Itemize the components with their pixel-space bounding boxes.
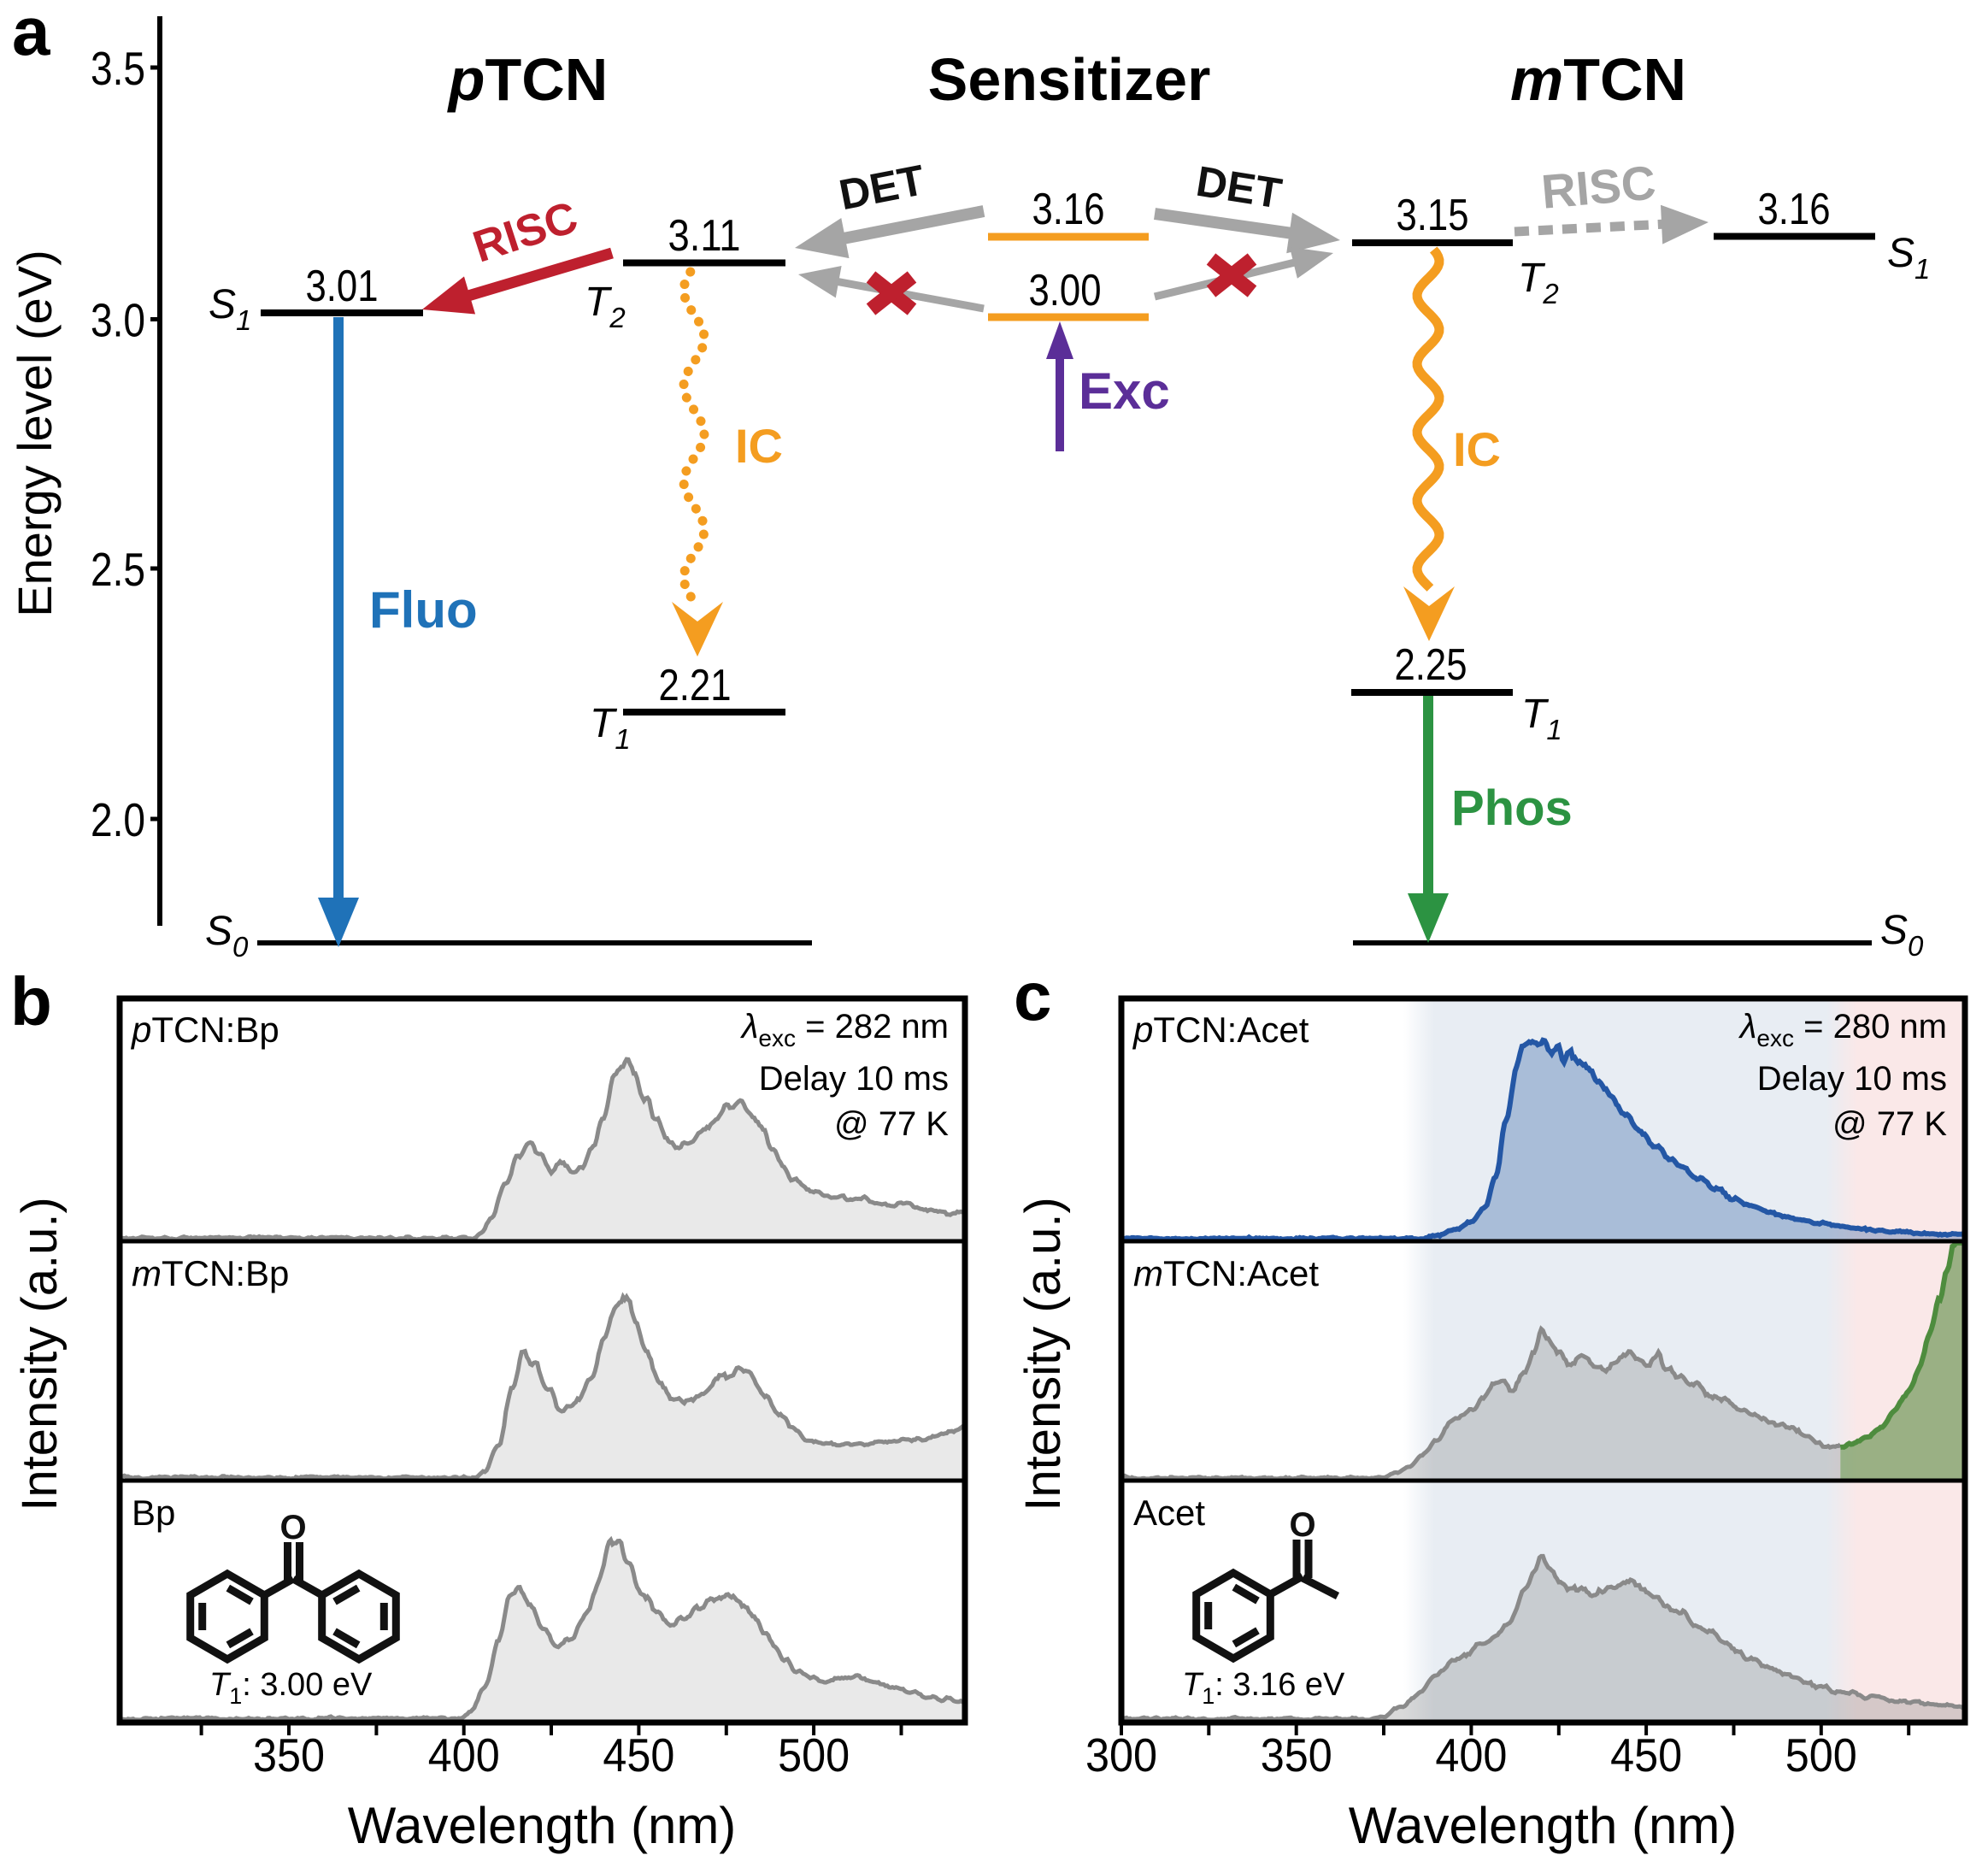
svg-text:b: b <box>10 963 52 1039</box>
svg-text:2.21: 2.21 <box>659 661 732 710</box>
svg-text:pTCN: pTCN <box>447 46 609 113</box>
svg-text:IC: IC <box>735 419 783 473</box>
svg-text:2.0: 2.0 <box>91 793 145 846</box>
svg-text:3.16: 3.16 <box>1758 185 1831 234</box>
svg-text:T1: 3.16 eV: T1: 3.16 eV <box>1182 1667 1345 1709</box>
svg-text:450: 450 <box>1610 1728 1682 1781</box>
svg-text:3.5: 3.5 <box>91 42 145 95</box>
svg-text:RISC: RISC <box>1539 155 1658 218</box>
svg-text:mTCN:Acet: mTCN:Acet <box>1133 1253 1319 1293</box>
svg-text:T1: 3.00 eV: T1: 3.00 eV <box>209 1667 373 1709</box>
svg-text:pTCN:Bp: pTCN:Bp <box>130 1010 279 1050</box>
svg-text:3.11: 3.11 <box>668 211 741 261</box>
svg-text:2.5: 2.5 <box>91 543 145 596</box>
svg-text:Bp: Bp <box>132 1493 175 1533</box>
svg-text:a: a <box>12 0 50 69</box>
svg-text:Phos: Phos <box>1451 780 1573 836</box>
svg-text:Acet: Acet <box>1133 1493 1205 1533</box>
svg-text:mTCN:Bp: mTCN:Bp <box>132 1253 289 1293</box>
svg-text:IC: IC <box>1453 422 1501 476</box>
svg-text:O: O <box>1289 1506 1315 1544</box>
svg-text:Fluo: Fluo <box>369 581 478 639</box>
svg-text:Intensity (a.u.): Intensity (a.u.) <box>12 1197 68 1511</box>
svg-text:Intensity (a.u.): Intensity (a.u.) <box>1015 1197 1071 1511</box>
svg-text:500: 500 <box>1785 1728 1857 1781</box>
svg-text:@ 77 K: @ 77 K <box>834 1105 949 1143</box>
svg-text:Wavelength (nm): Wavelength (nm) <box>348 1797 737 1854</box>
svg-text:400: 400 <box>1435 1728 1507 1781</box>
svg-text:450: 450 <box>603 1728 674 1781</box>
svg-text:500: 500 <box>778 1728 850 1781</box>
svg-text:2.25: 2.25 <box>1395 640 1467 690</box>
svg-text:3.0: 3.0 <box>91 294 145 347</box>
svg-text:Exc: Exc <box>1079 362 1170 420</box>
svg-text:3.15: 3.15 <box>1397 191 1469 240</box>
svg-text:λexc = 280 nm: λexc = 280 nm <box>1738 1008 1947 1051</box>
svg-text:350: 350 <box>1261 1728 1332 1781</box>
svg-text:c: c <box>1014 958 1052 1034</box>
svg-text:350: 350 <box>253 1728 325 1781</box>
svg-text:Delay 10 ms: Delay 10 ms <box>1757 1060 1947 1098</box>
svg-text:pTCN:Acet: pTCN:Acet <box>1132 1010 1309 1050</box>
svg-text:O: O <box>279 1509 306 1546</box>
svg-text:300: 300 <box>1085 1728 1157 1781</box>
svg-text:Energy level (eV): Energy level (eV) <box>8 250 62 617</box>
svg-text:λexc = 282 nm: λexc = 282 nm <box>740 1008 949 1051</box>
svg-text:Delay 10 ms: Delay 10 ms <box>759 1060 949 1098</box>
svg-text:mTCN: mTCN <box>1510 46 1686 113</box>
svg-text:Wavelength (nm): Wavelength (nm) <box>1349 1797 1738 1854</box>
svg-text:400: 400 <box>428 1728 500 1781</box>
svg-text:Sensitizer: Sensitizer <box>928 46 1211 113</box>
svg-text:3.16: 3.16 <box>1032 185 1105 234</box>
svg-text:@ 77 K: @ 77 K <box>1832 1105 1947 1143</box>
svg-text:3.00: 3.00 <box>1029 266 1102 315</box>
svg-text:T2: T2 <box>1518 256 1559 309</box>
svg-text:3.01: 3.01 <box>306 262 379 311</box>
